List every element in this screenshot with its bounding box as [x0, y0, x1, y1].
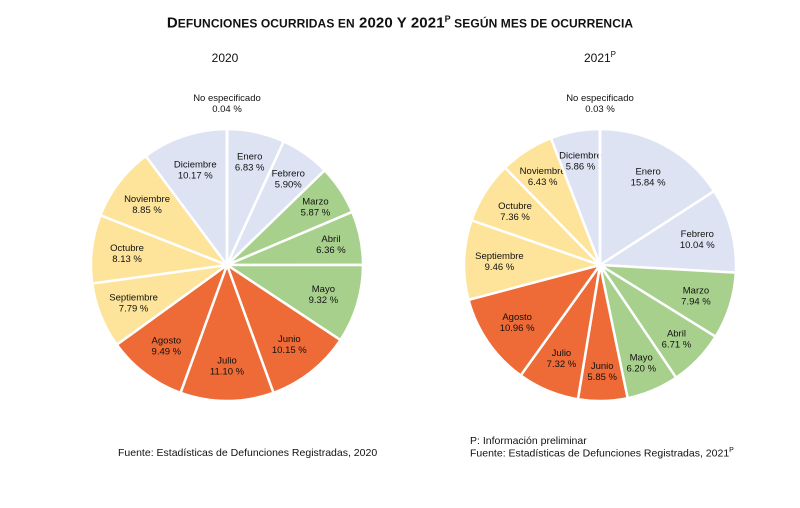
- pie-2021-title: 2021P: [583, 50, 617, 65]
- pie-2021-slice-enero: [598, 127, 716, 268]
- pie-2021-label-enero: Enero 15.84 %: [631, 167, 666, 189]
- pie-2021-label-febrero: Febrero 10.04 %: [680, 229, 715, 251]
- preliminary-note: P: Información preliminar: [470, 435, 587, 447]
- pie-2021-label-diciembre: Diciembre 5.86 %: [559, 151, 602, 173]
- pie-2021-label-marzo: Marzo 7.94 %: [681, 285, 711, 307]
- pie-2020-label-abril: Abril 6.36 %: [316, 234, 346, 256]
- pie-2021-label-junio: Junio 5.85 %: [587, 361, 617, 383]
- pie-2021-label-agosto: Agosto 10.96 %: [500, 312, 535, 334]
- pie-2021-label-noviembre: Noviembre 6.43 %: [520, 166, 566, 188]
- pie-2020-label-diciembre: Diciembre 10.17 %: [174, 159, 217, 181]
- source-2020: Fuente: Estadísticas de Defunciones Regi…: [118, 447, 378, 459]
- pie-2020-label-no-especificado: No especificado 0.04 %: [193, 93, 261, 115]
- pie-2020-slice-junio: [224, 261, 343, 395]
- pie-2020-slice-julio: [178, 261, 276, 403]
- pie-2020-label-octubre: Octubre 8.13 %: [110, 243, 144, 265]
- pie-2020-slice-agosto: [115, 261, 230, 395]
- pie-2021-label-octubre: Octubre 7.36 %: [498, 201, 532, 223]
- pie-2021-slice-febrero: [596, 189, 738, 274]
- pie-2021-label-julio: Julio 7.32 %: [547, 348, 577, 370]
- pie-2021-label-septiembre: Septiembre 9.46 %: [475, 251, 524, 273]
- source-2021: Fuente: Estadísticas de Defunciones Regi…: [470, 447, 734, 460]
- pie-2021-slice-agosto: [467, 262, 604, 378]
- pie-2021-label-mayo: Mayo 6.20 %: [626, 353, 656, 375]
- pie-2020-label-enero: Enero 6.83 %: [235, 151, 265, 173]
- pie-2020-label-mayo: Mayo 9.32 %: [309, 284, 339, 306]
- chart-title: DEFUNCIONES OCURRIDAS EN 2020 Y 2021P SE…: [166, 14, 634, 32]
- pie-2021-label-no-especificado: No especificado 0.03 %: [566, 93, 634, 115]
- pie-2020-label-septiembre: Septiembre 7.79 %: [109, 292, 158, 314]
- pie-2020-label-febrero: Febrero 5.90%: [272, 168, 305, 190]
- pie-2020-slice-mayo: [222, 263, 365, 342]
- pie-2020-slice-diciembre: [144, 127, 229, 269]
- pie-2020-label-junio: Junio 10.15 %: [272, 334, 307, 356]
- pie-2020-label-noviembre: Noviembre 8.85 %: [124, 194, 170, 216]
- pie-2020-label-marzo: Marzo 5.87 %: [301, 196, 331, 218]
- pie-2020-label-agosto: Agosto 9.49 %: [152, 335, 182, 357]
- pie-2021-slice-septiembre: [462, 218, 605, 302]
- pie-2020-title: 2020: [211, 51, 239, 65]
- pie-2021-label-abril: Abril 6.71 %: [662, 329, 692, 351]
- pie-2020-label-julio: Julio 11.10 %: [210, 356, 245, 378]
